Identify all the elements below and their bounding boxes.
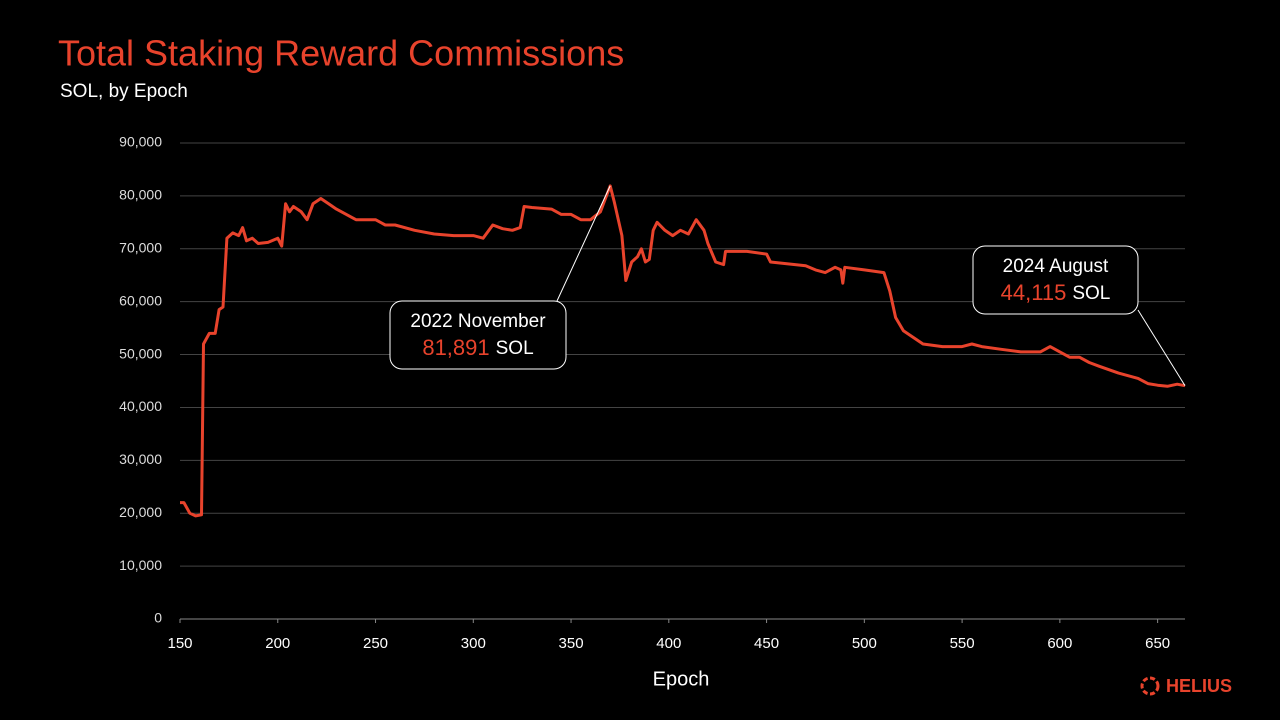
y-tick-label: 30,000 bbox=[119, 451, 162, 467]
annotation: 2022 November 81,891 SOL bbox=[389, 185, 611, 370]
annotation-label: 2024 August bbox=[1003, 256, 1109, 277]
chart-subtitle: SOL, by Epoch bbox=[60, 81, 188, 102]
x-tick-label: 650 bbox=[1145, 635, 1170, 652]
y-tick-label: 80,000 bbox=[119, 187, 162, 203]
annotation-label: 2022 November bbox=[410, 311, 546, 332]
x-tick-label: 250 bbox=[363, 635, 388, 652]
x-tick-label: 150 bbox=[167, 635, 192, 652]
x-tick-label: 350 bbox=[559, 635, 584, 652]
y-tick-label: 50,000 bbox=[119, 345, 162, 361]
x-tick-label: 600 bbox=[1047, 635, 1072, 652]
x-tick-label: 550 bbox=[950, 635, 975, 652]
x-tick-label: 500 bbox=[852, 635, 877, 652]
y-tick-label: 20,000 bbox=[119, 504, 162, 520]
annotation-value: 44,115 bbox=[1001, 280, 1067, 305]
y-tick-label: 0 bbox=[154, 610, 162, 626]
annotation-unit: SOL bbox=[496, 338, 534, 359]
x-tick-label: 200 bbox=[265, 635, 290, 652]
y-tick-label: 40,000 bbox=[119, 398, 162, 414]
logo: HELIUS bbox=[1140, 676, 1232, 696]
annotation-unit: SOL bbox=[1072, 283, 1110, 304]
annotation: 2024 August 44,115 SOL bbox=[972, 245, 1186, 386]
annotation-leader bbox=[556, 185, 611, 302]
annotation-value-line: 81,891 SOL bbox=[422, 335, 533, 360]
y-tick-label: 70,000 bbox=[119, 239, 162, 255]
x-axis-label: Epoch bbox=[653, 668, 710, 690]
annotation-box bbox=[972, 245, 1139, 315]
y-tick-label: 60,000 bbox=[119, 292, 162, 308]
x-tick-label: 450 bbox=[754, 635, 779, 652]
chart-title: Total Staking Reward Commissions bbox=[58, 33, 624, 74]
data-line bbox=[180, 184, 1186, 518]
annotation-value: 81,891 bbox=[422, 335, 489, 360]
annotation-box bbox=[389, 300, 567, 370]
annotation-value-line: 44,115 SOL bbox=[1001, 280, 1111, 305]
x-tick-label: 300 bbox=[461, 635, 486, 652]
annotation-leader bbox=[1137, 309, 1186, 386]
x-tick-label: 400 bbox=[656, 635, 681, 652]
y-tick-label: 10,000 bbox=[119, 557, 162, 573]
logo-icon bbox=[1140, 676, 1160, 696]
logo-text: HELIUS bbox=[1166, 676, 1232, 696]
y-tick-label: 90,000 bbox=[119, 134, 162, 150]
